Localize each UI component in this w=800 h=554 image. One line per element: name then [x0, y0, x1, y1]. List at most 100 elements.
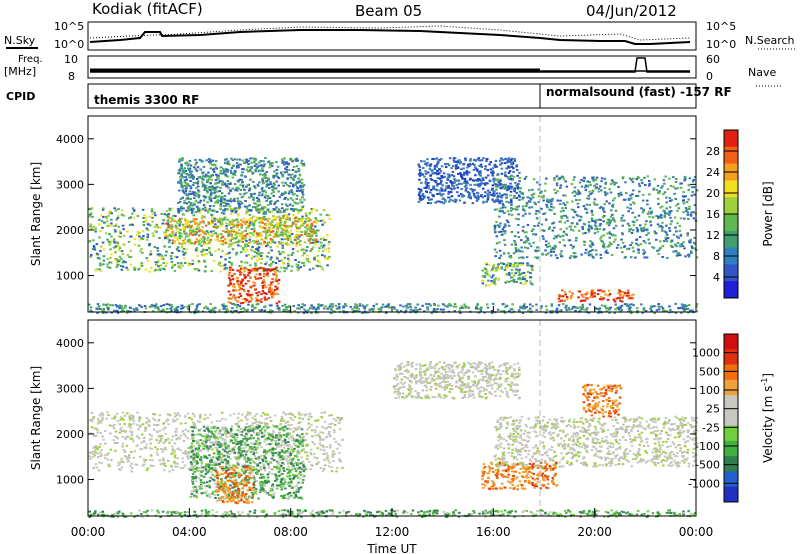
echo-cell — [542, 237, 545, 240]
echo-cell — [281, 250, 285, 253]
echo-cell — [219, 195, 222, 198]
echo-cell — [310, 230, 314, 233]
echo-cell — [495, 208, 499, 211]
echo-cell — [275, 266, 278, 269]
echo-cell — [263, 176, 266, 179]
echo-cell — [640, 303, 643, 306]
echo-cell — [547, 201, 550, 204]
echo-cell — [94, 269, 97, 272]
echo-cell — [174, 215, 177, 218]
echo-cell — [289, 182, 292, 184]
echo-cell — [290, 253, 294, 256]
echo-cell — [452, 159, 456, 162]
echo-cell — [173, 241, 176, 244]
echo-cell — [263, 306, 266, 309]
echo-cell — [594, 228, 597, 231]
echo-cell — [424, 170, 427, 173]
echo-cell — [231, 219, 235, 222]
echo-cell — [101, 412, 104, 415]
echo-cell — [552, 250, 556, 253]
echo-cell — [534, 203, 537, 206]
echo-cell — [620, 238, 623, 241]
echo-cell — [248, 221, 252, 224]
echo-cell — [298, 219, 301, 222]
echo-cell — [490, 194, 493, 196]
echo-cell — [338, 305, 341, 308]
echo-cell — [269, 246, 272, 249]
echo-cell — [425, 185, 428, 188]
echo-cell — [245, 248, 249, 251]
echo-cell — [429, 202, 433, 205]
echo-cell — [223, 198, 226, 201]
echo-cell — [573, 194, 577, 197]
echo-cell — [234, 233, 237, 236]
echo-cell — [574, 239, 578, 242]
echo-cell — [175, 247, 179, 250]
echo-cell — [483, 195, 487, 197]
echo-cell — [196, 303, 199, 306]
echo-cell — [525, 231, 528, 234]
echo-cell — [138, 231, 141, 234]
echo-cell — [269, 201, 272, 204]
echo-cell — [221, 426, 225, 429]
echo-cell — [203, 189, 206, 191]
echo-cell — [586, 180, 589, 183]
echo-cell — [419, 188, 423, 191]
echo-cell — [266, 242, 269, 245]
echo-cell — [561, 176, 565, 178]
echo-cell — [242, 298, 245, 301]
echo-cell — [120, 430, 124, 432]
echo-cell — [483, 275, 487, 278]
echo-cell — [245, 261, 249, 264]
echo-cell — [601, 240, 604, 243]
echo-cell — [474, 159, 478, 162]
echo-cell — [418, 166, 422, 169]
echo-cell — [187, 219, 190, 222]
echo-cell — [513, 194, 516, 197]
echo-cell — [668, 211, 672, 214]
echo-cell — [102, 216, 105, 218]
echo-cell — [590, 253, 593, 256]
echo-cell — [479, 307, 482, 310]
echo-cell — [420, 181, 423, 184]
echo-cell — [405, 304, 408, 307]
echo-cell — [112, 238, 116, 241]
echo-cell — [278, 461, 281, 464]
echo-cell — [314, 225, 317, 228]
echo-cell — [186, 451, 190, 454]
echo-cell — [262, 270, 266, 272]
echo-cell — [280, 238, 284, 241]
echo-cell — [219, 218, 222, 221]
echo-cell — [628, 230, 631, 233]
echo-cell — [423, 186, 426, 189]
echo-cell — [596, 293, 600, 296]
echo-cell — [162, 304, 166, 307]
echo-cell — [495, 269, 498, 272]
echo-cell — [304, 220, 307, 223]
echo-cell — [267, 229, 270, 232]
echo-cell — [182, 228, 185, 231]
echo-cell — [142, 220, 145, 223]
echo-cell — [455, 179, 459, 182]
echo-cell — [221, 180, 224, 183]
echo-cell — [229, 310, 233, 313]
echo-cell — [175, 438, 178, 441]
echo-cell — [635, 178, 638, 180]
echo-cell — [429, 304, 432, 307]
echo-cell — [495, 242, 499, 245]
echo-cell — [337, 303, 341, 306]
echo-cell — [621, 300, 624, 303]
echo-cell — [207, 231, 210, 234]
echo-cell — [231, 311, 234, 314]
ytick-label: 4000 — [56, 133, 84, 146]
echo-cell — [665, 237, 669, 239]
echo-cell — [246, 205, 249, 208]
echo-cell — [268, 233, 272, 236]
echo-cell — [446, 305, 449, 308]
echo-cell — [279, 221, 282, 224]
echo-cell — [116, 311, 120, 314]
echo-cell — [265, 261, 268, 264]
echo-cell — [436, 160, 440, 163]
echo-cell — [504, 157, 507, 160]
echo-cell — [646, 175, 649, 178]
